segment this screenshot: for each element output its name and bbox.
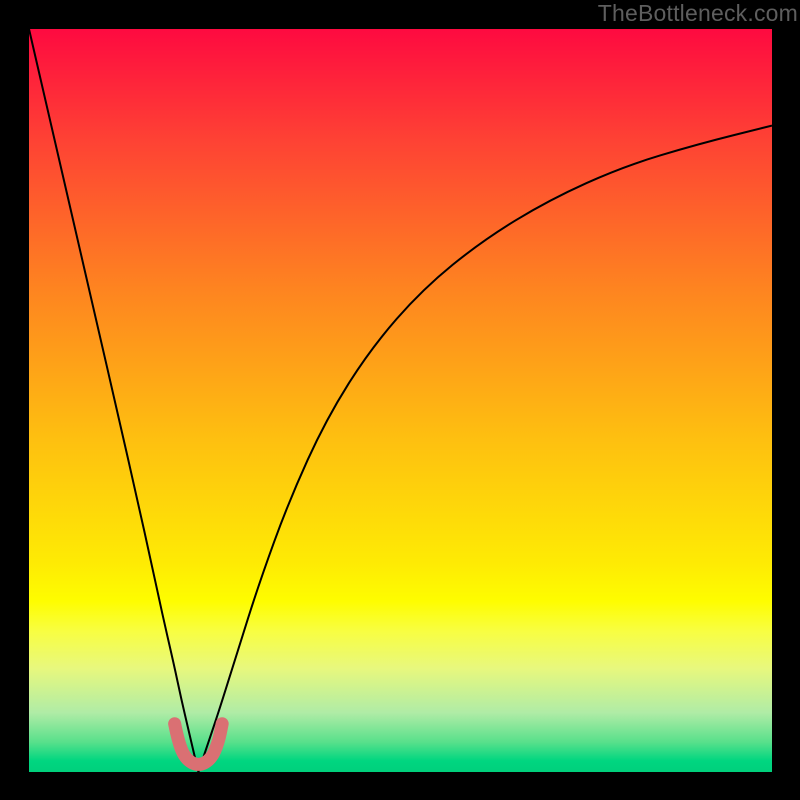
plot-svg xyxy=(29,29,772,772)
plot-area xyxy=(29,29,772,772)
watermark-text: TheBottleneck.com xyxy=(598,0,798,27)
gradient-background xyxy=(29,29,772,772)
plot-container: TheBottleneck.com xyxy=(0,0,800,800)
